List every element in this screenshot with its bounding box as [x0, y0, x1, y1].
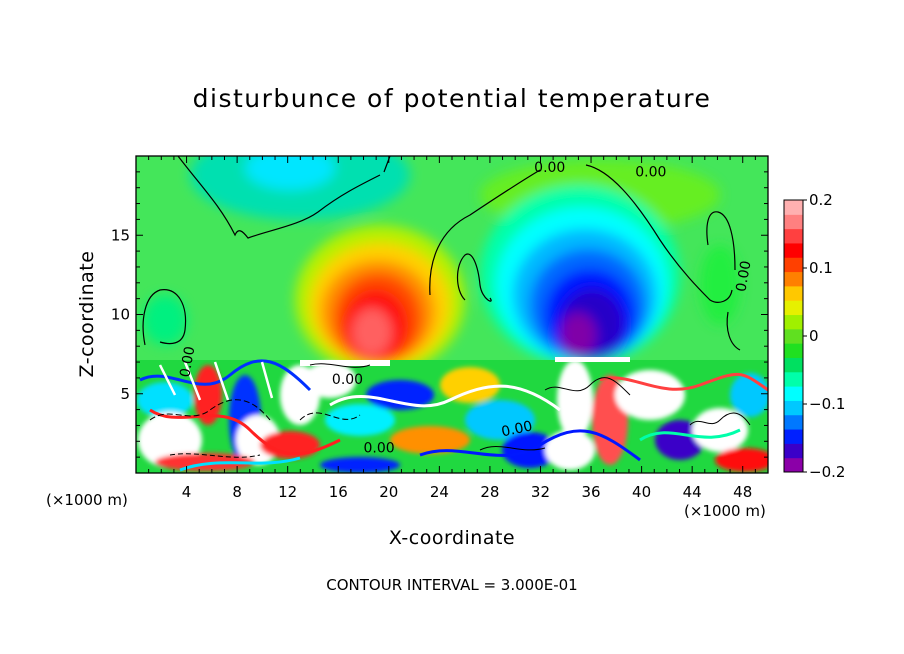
colorbar-segment	[784, 371, 803, 387]
colorbar-segment	[784, 200, 803, 215]
colorbar-segment	[784, 386, 803, 401]
y-tick-label: 5	[120, 385, 130, 403]
x-axis-ticks	[148, 156, 756, 473]
colorbar-segment	[784, 400, 803, 416]
contour-label: 0.00	[332, 372, 363, 388]
chart-title: disturbunce of potential temperature	[192, 84, 712, 113]
x-tick-label: 12	[278, 483, 297, 501]
x-unit-label-right: (×1000 m)	[684, 502, 766, 520]
colorbar-segment	[784, 242, 803, 258]
colorbar-tick-label: −0.1	[809, 395, 845, 413]
contour-interval-note: CONTOUR INTERVAL = 3.000E-01	[326, 576, 578, 594]
colorbar-segment	[784, 328, 803, 344]
colorbar-tick-label: 0.1	[809, 259, 833, 277]
x-tick-label: 32	[531, 483, 550, 501]
colorbar	[784, 200, 803, 473]
y-axis-label: Z-coordinate	[76, 250, 98, 378]
contour-label: 0.00	[177, 345, 198, 378]
y-axis-tick-labels: 5 10 15	[111, 226, 130, 403]
x-tick-label: 24	[430, 483, 449, 501]
colorbar-segment	[784, 257, 803, 273]
colorbar-segment	[784, 271, 803, 287]
heatmap-field	[136, 156, 768, 473]
y-tick-label: 10	[111, 306, 130, 324]
x-tick-label: 44	[683, 483, 702, 501]
colorbar-segment	[784, 285, 803, 301]
colorbar-labels: 0.2 0.1 0 −0.1 −0.2	[809, 191, 845, 481]
colorbar-tick-label: −0.2	[809, 463, 845, 481]
x-axis-label: X-coordinate	[388, 527, 516, 549]
colorbar-segment	[784, 357, 803, 373]
colorbar-segment	[784, 300, 803, 316]
x-tick-label: 4	[182, 483, 192, 501]
x-tick-label: 16	[329, 483, 348, 501]
colorbar-tick-label: 0	[809, 327, 819, 345]
colorbar-segment	[784, 457, 803, 473]
colorbar-segment	[784, 443, 803, 459]
x-tick-label: 28	[480, 483, 499, 501]
x-tick-label: 8	[232, 483, 242, 501]
contour-label: 0.00	[733, 260, 754, 293]
colorbar-segment	[784, 314, 803, 330]
colorbar-segment	[784, 429, 803, 444]
contour-labels: 0.00 0.00 0.00 0.00 0.00 0.00 0.00	[177, 160, 754, 457]
x-tick-label: 20	[379, 483, 398, 501]
contour-label: 0.00	[500, 418, 534, 440]
colorbar-ticks	[803, 199, 807, 473]
colorbar-segment	[784, 414, 803, 430]
contour-label: 0.00	[534, 160, 565, 176]
colorbar-tick-label: 0.2	[809, 191, 833, 209]
x-tick-label: 40	[632, 483, 651, 501]
contour-label: 0.00	[364, 440, 395, 456]
x-axis-tick-labels: 4 8 12 16 20 24 28 32 36 40 44 48	[182, 483, 752, 501]
x-tick-label: 48	[733, 483, 752, 501]
contour-label: 0.00	[635, 165, 666, 181]
colorbar-segment	[784, 343, 803, 358]
y-axis-ticks	[136, 171, 768, 458]
y-tick-label: 15	[111, 226, 130, 244]
x-tick-label: 36	[581, 483, 600, 501]
colorbar-segment	[784, 214, 803, 230]
colorbar-segment	[784, 228, 803, 244]
x-unit-label-left: (×1000 m)	[46, 491, 128, 509]
